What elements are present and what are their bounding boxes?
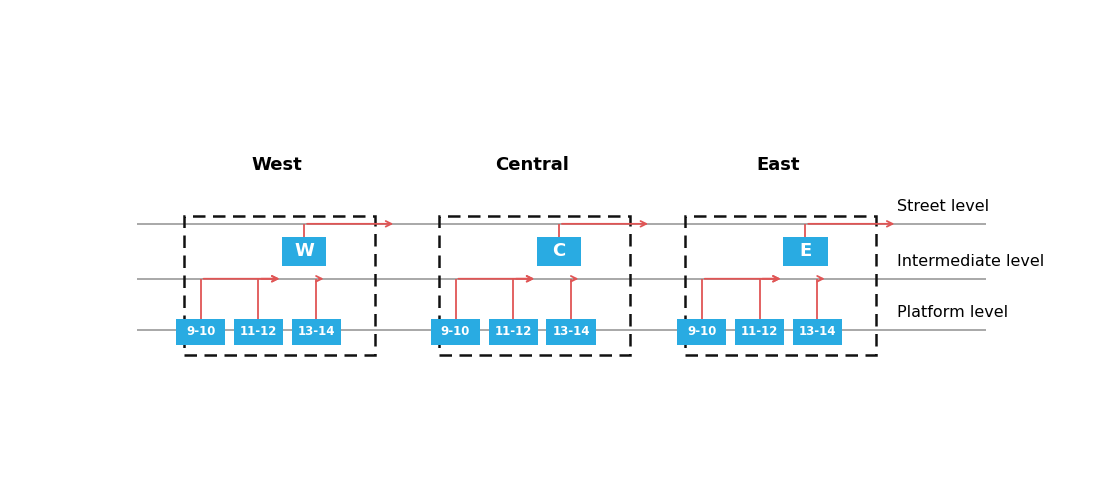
FancyBboxPatch shape xyxy=(735,319,785,345)
Text: 11-12: 11-12 xyxy=(240,325,277,338)
FancyBboxPatch shape xyxy=(792,319,842,345)
Text: Intermediate level: Intermediate level xyxy=(898,254,1044,269)
FancyBboxPatch shape xyxy=(292,319,341,345)
Bar xyxy=(685,216,876,355)
Text: 11-12: 11-12 xyxy=(494,325,532,338)
FancyBboxPatch shape xyxy=(431,319,480,345)
Text: Street level: Street level xyxy=(898,199,990,215)
FancyBboxPatch shape xyxy=(537,237,581,266)
Text: East: East xyxy=(756,156,800,174)
FancyBboxPatch shape xyxy=(677,319,727,345)
FancyBboxPatch shape xyxy=(547,319,596,345)
FancyBboxPatch shape xyxy=(283,237,327,266)
Text: Platform level: Platform level xyxy=(898,306,1008,320)
Text: 13-14: 13-14 xyxy=(552,325,590,338)
FancyBboxPatch shape xyxy=(489,319,538,345)
Text: 13-14: 13-14 xyxy=(297,325,335,338)
Text: C: C xyxy=(552,242,566,260)
FancyBboxPatch shape xyxy=(176,319,226,345)
Text: W: W xyxy=(295,242,315,260)
Text: 9-10: 9-10 xyxy=(441,325,470,338)
Text: 9-10: 9-10 xyxy=(687,325,717,338)
Text: West: West xyxy=(252,156,302,174)
Text: 9-10: 9-10 xyxy=(186,325,216,338)
Text: E: E xyxy=(799,242,812,260)
Text: Central: Central xyxy=(495,156,569,174)
Text: 11-12: 11-12 xyxy=(741,325,778,338)
Bar xyxy=(184,216,375,355)
FancyBboxPatch shape xyxy=(784,237,827,266)
Text: 13-14: 13-14 xyxy=(799,325,836,338)
Bar xyxy=(438,216,629,355)
FancyBboxPatch shape xyxy=(233,319,283,345)
